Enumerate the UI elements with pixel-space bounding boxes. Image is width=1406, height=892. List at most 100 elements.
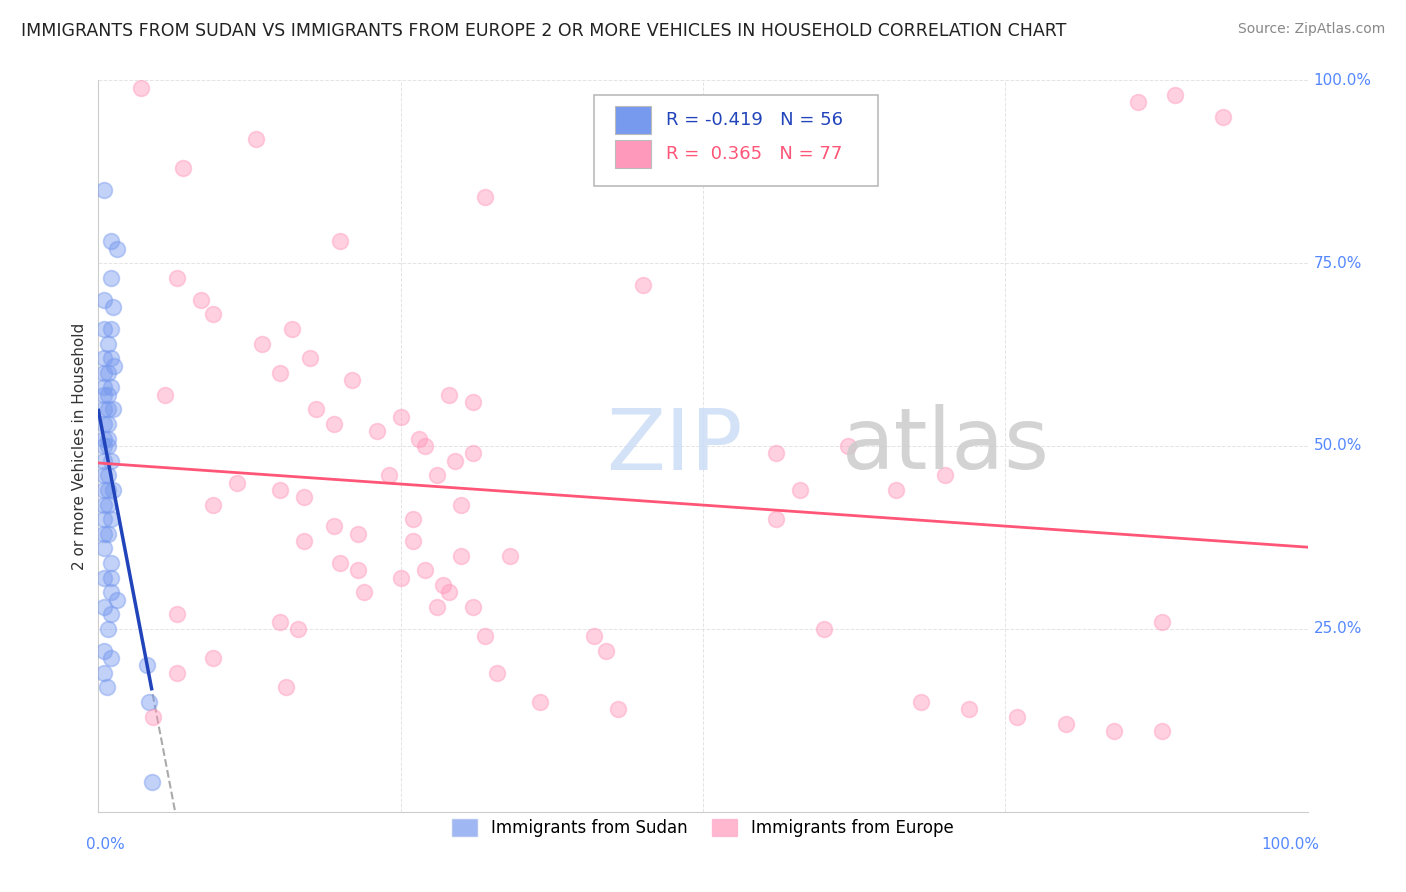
Text: 75.0%: 75.0% [1313,256,1362,270]
Point [97,388,120,402]
Point [463,599,485,614]
Point [813,622,835,636]
Point [100,322,122,336]
FancyBboxPatch shape [595,95,879,186]
Point [631,278,654,293]
Point [789,483,811,497]
Point [101,483,124,497]
Point [93,402,115,417]
Point [347,563,370,577]
Point [426,468,449,483]
Point [595,644,617,658]
Point [97,468,120,483]
Point [250,336,273,351]
Point [93,599,115,614]
Point [93,571,115,585]
Point [93,293,115,307]
Point [96,681,118,695]
Point [142,709,165,723]
Point [135,658,157,673]
Point [934,468,956,483]
Point [323,519,346,533]
Point [97,439,120,453]
Point [463,446,485,460]
Point [463,395,485,409]
Point [100,571,122,585]
Point [100,512,122,526]
Point [450,549,472,563]
Point [426,599,449,614]
Text: ZIP: ZIP [606,404,742,488]
Text: R =  0.365   N = 77: R = 0.365 N = 77 [665,145,842,163]
Point [100,351,122,366]
Point [292,490,315,504]
Point [583,629,606,643]
Point [437,585,460,599]
Point [1152,724,1174,739]
Text: 100.0%: 100.0% [1261,838,1320,853]
Text: 0.0%: 0.0% [86,838,125,853]
Point [93,183,115,197]
Point [444,453,467,467]
Text: 50.0%: 50.0% [1313,439,1362,453]
Point [1102,724,1125,739]
Point [100,234,122,248]
Text: 100.0%: 100.0% [1313,73,1372,87]
Bar [614,140,651,168]
Point [97,498,120,512]
Point [402,512,425,526]
Point [100,585,122,599]
Point [281,322,304,336]
Point [166,607,188,622]
Text: atlas: atlas [842,404,1050,488]
Point [97,336,120,351]
Point [129,80,152,95]
Point [607,702,630,716]
Point [529,695,551,709]
Point [269,615,291,629]
Point [100,453,122,467]
Point [269,483,291,497]
Point [202,651,225,665]
Point [353,585,375,599]
Bar [614,106,651,134]
Point [93,380,115,394]
Point [437,388,460,402]
Point [342,373,364,387]
Point [474,190,496,204]
Text: R = -0.419   N = 56: R = -0.419 N = 56 [665,111,842,128]
Point [97,622,120,636]
Point [97,417,120,431]
Text: Source: ZipAtlas.com: Source: ZipAtlas.com [1237,22,1385,37]
Point [93,541,115,556]
Point [1152,615,1174,629]
Point [413,439,436,453]
Point [765,446,787,460]
Point [329,556,352,570]
Point [93,388,115,402]
Point [153,388,176,402]
Point [450,498,472,512]
Point [413,563,436,577]
Point [100,380,122,394]
Point [1007,709,1029,723]
Point [100,270,122,285]
Point [93,665,115,680]
Point [141,775,163,789]
Point [432,578,454,592]
Text: IMMIGRANTS FROM SUDAN VS IMMIGRANTS FROM EUROPE 2 OR MORE VEHICLES IN HOUSEHOLD : IMMIGRANTS FROM SUDAN VS IMMIGRANTS FROM… [21,22,1067,40]
Point [97,526,120,541]
Point [93,432,115,446]
Point [93,512,115,526]
Point [101,402,124,417]
Point [886,483,908,497]
Point [486,665,509,680]
Point [408,432,430,446]
Point [100,556,122,570]
Point [202,307,225,321]
Point [138,695,160,709]
Point [166,665,188,680]
Text: 25.0%: 25.0% [1313,622,1362,636]
Point [172,161,194,175]
Point [1128,95,1150,110]
